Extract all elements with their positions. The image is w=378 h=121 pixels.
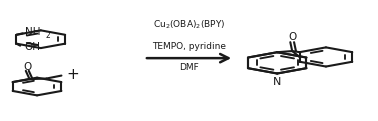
- Text: DMF: DMF: [179, 63, 199, 72]
- Text: +: +: [66, 67, 79, 82]
- Text: Cu$_2$(OBA)$_2$(BPY): Cu$_2$(OBA)$_2$(BPY): [153, 19, 225, 31]
- Text: OH: OH: [24, 42, 40, 52]
- Text: TEMPO, pyridine: TEMPO, pyridine: [152, 42, 226, 51]
- Text: N: N: [273, 77, 281, 87]
- Text: O: O: [23, 62, 31, 72]
- Text: O: O: [288, 32, 296, 42]
- Text: 2: 2: [45, 31, 50, 40]
- Text: NH: NH: [25, 27, 40, 37]
